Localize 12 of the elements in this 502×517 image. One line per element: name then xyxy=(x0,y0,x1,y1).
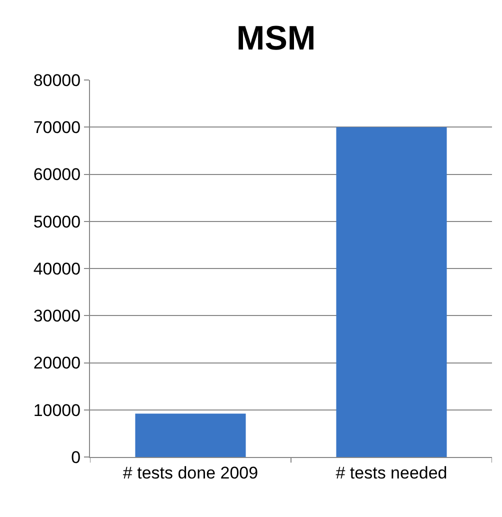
y-tick-label: 40000 xyxy=(33,259,81,278)
chart-title: MSM xyxy=(236,20,316,58)
y-tick-label: 50000 xyxy=(33,212,81,232)
y-tick-label: 20000 xyxy=(33,354,81,373)
x-tick-label: # tests needed xyxy=(336,463,448,482)
y-tick-label: 30000 xyxy=(33,306,81,326)
y-tick-label: 80000 xyxy=(33,70,81,90)
y-tick-label: 10000 xyxy=(33,400,81,420)
y-tick-label: 0 xyxy=(71,448,81,467)
y-tick-label: 60000 xyxy=(33,165,81,184)
x-tick-label: # tests done 2009 xyxy=(122,463,258,482)
y-tick-label: 70000 xyxy=(33,118,81,138)
